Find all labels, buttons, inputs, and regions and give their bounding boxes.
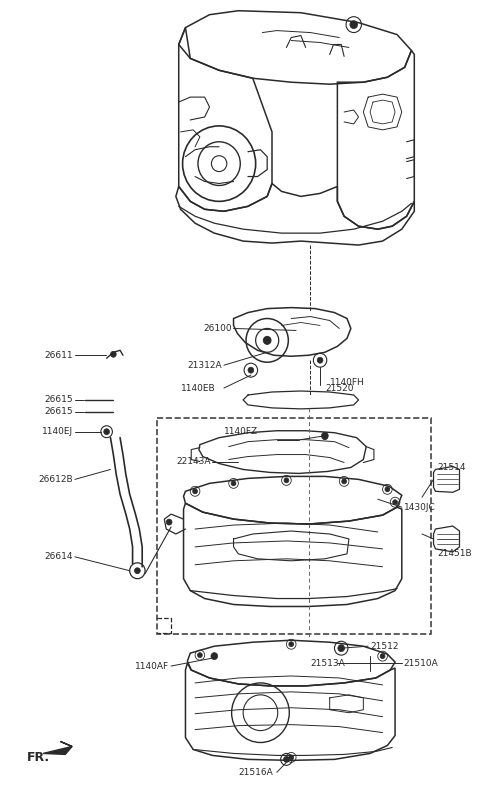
Circle shape	[104, 429, 109, 435]
Circle shape	[322, 433, 328, 439]
Circle shape	[197, 652, 202, 658]
Text: 26612B: 26612B	[38, 475, 73, 484]
Circle shape	[393, 500, 397, 505]
Text: FR.: FR.	[27, 751, 50, 764]
Text: 26611: 26611	[44, 351, 73, 360]
Circle shape	[385, 487, 390, 491]
Circle shape	[350, 20, 358, 28]
Circle shape	[166, 519, 172, 525]
Circle shape	[284, 478, 289, 483]
Text: 21516A: 21516A	[239, 768, 273, 777]
Text: 21512: 21512	[370, 641, 398, 651]
Circle shape	[380, 654, 385, 659]
Circle shape	[284, 757, 289, 762]
Text: 21513A: 21513A	[311, 659, 345, 667]
Circle shape	[264, 337, 271, 345]
Text: 1140EB: 1140EB	[180, 384, 216, 392]
Text: 21510A: 21510A	[404, 659, 438, 667]
Text: 1140FH: 1140FH	[330, 378, 364, 386]
Circle shape	[134, 568, 140, 574]
Text: 26614: 26614	[45, 553, 73, 561]
Circle shape	[342, 479, 347, 484]
Text: 26100: 26100	[203, 324, 232, 333]
Text: 1430JC: 1430JC	[404, 502, 435, 512]
Circle shape	[338, 644, 345, 652]
Text: 21514: 21514	[437, 463, 466, 472]
Text: 21451B: 21451B	[437, 550, 472, 558]
Text: 22143A: 22143A	[176, 457, 210, 466]
Circle shape	[289, 641, 294, 647]
Circle shape	[211, 652, 217, 659]
Circle shape	[322, 433, 328, 440]
Circle shape	[231, 481, 236, 486]
Text: 1140AF: 1140AF	[135, 662, 169, 670]
Polygon shape	[43, 742, 72, 754]
Circle shape	[192, 489, 197, 494]
Circle shape	[110, 352, 116, 357]
Text: 1140EJ: 1140EJ	[42, 427, 73, 436]
Circle shape	[248, 367, 254, 373]
Text: 1140FZ: 1140FZ	[224, 427, 258, 436]
Circle shape	[289, 755, 294, 760]
Circle shape	[317, 357, 323, 363]
Text: 21520: 21520	[325, 384, 353, 392]
Text: 21312A: 21312A	[187, 360, 222, 370]
Text: 26615: 26615	[44, 396, 73, 404]
Text: 26615: 26615	[44, 407, 73, 416]
Bar	[156, 418, 431, 634]
